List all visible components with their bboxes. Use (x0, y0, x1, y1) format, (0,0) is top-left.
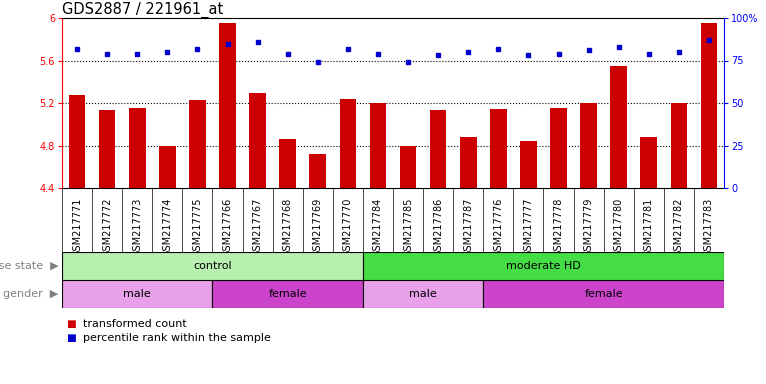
Text: male: male (123, 289, 151, 299)
Text: GSM217767: GSM217767 (253, 198, 263, 257)
Bar (69, 94, 85, 188)
Text: ■: ■ (66, 333, 76, 343)
Text: GSM217773: GSM217773 (133, 198, 142, 257)
Text: transformed count: transformed count (83, 319, 186, 329)
Bar (219, 23, 236, 188)
Bar (129, 108, 146, 188)
Text: GSM217784: GSM217784 (373, 198, 383, 257)
Bar (490, 109, 506, 188)
Bar (363, 252, 724, 280)
Text: GSM217776: GSM217776 (493, 198, 503, 257)
Bar (159, 146, 175, 188)
Text: control: control (193, 261, 232, 271)
Text: GSM217787: GSM217787 (463, 198, 473, 257)
Text: gender  ▶: gender ▶ (3, 289, 58, 299)
Text: GSM217771: GSM217771 (72, 198, 82, 257)
Bar (339, 99, 356, 188)
Bar (62, 252, 363, 280)
Bar (581, 103, 597, 188)
Text: GSM217780: GSM217780 (614, 198, 624, 257)
Text: GSM217783: GSM217783 (704, 198, 714, 257)
Bar (520, 141, 537, 188)
Text: GSM217779: GSM217779 (584, 198, 594, 257)
Bar (640, 137, 657, 188)
Text: GSM217775: GSM217775 (192, 198, 202, 257)
Text: GSM217781: GSM217781 (643, 198, 653, 257)
Bar (550, 108, 567, 188)
Bar (460, 137, 476, 188)
Bar (99, 111, 116, 188)
Text: percentile rank within the sample: percentile rank within the sample (83, 333, 270, 343)
Text: GSM217768: GSM217768 (283, 198, 293, 257)
Text: disease state  ▶: disease state ▶ (0, 261, 58, 271)
Text: GSM217772: GSM217772 (102, 198, 112, 257)
Bar (309, 154, 326, 188)
Text: ■: ■ (66, 319, 76, 329)
Bar (701, 23, 717, 188)
Bar (370, 103, 386, 188)
Text: female: female (584, 289, 623, 299)
Text: GSM217778: GSM217778 (554, 198, 564, 257)
Bar (483, 280, 724, 308)
Bar (249, 93, 266, 188)
Text: GSM217777: GSM217777 (523, 198, 533, 257)
Text: GSM217766: GSM217766 (222, 198, 233, 257)
Bar (400, 146, 416, 188)
Text: male: male (409, 289, 437, 299)
Bar (189, 100, 206, 188)
Bar (611, 66, 627, 188)
Text: female: female (268, 289, 307, 299)
Bar (430, 111, 447, 188)
Text: GSM217769: GSM217769 (313, 198, 322, 257)
Text: GDS2887 / 221961_at: GDS2887 / 221961_at (62, 2, 223, 18)
Text: GSM217786: GSM217786 (433, 198, 444, 257)
Text: GSM217774: GSM217774 (162, 198, 172, 257)
Text: moderate HD: moderate HD (506, 261, 581, 271)
Bar (670, 103, 687, 188)
Bar (363, 280, 483, 308)
Bar (280, 139, 296, 188)
Bar (212, 280, 363, 308)
Text: GSM217785: GSM217785 (403, 198, 413, 257)
Bar (62, 280, 212, 308)
Text: GSM217770: GSM217770 (343, 198, 353, 257)
Text: GSM217782: GSM217782 (674, 198, 684, 257)
